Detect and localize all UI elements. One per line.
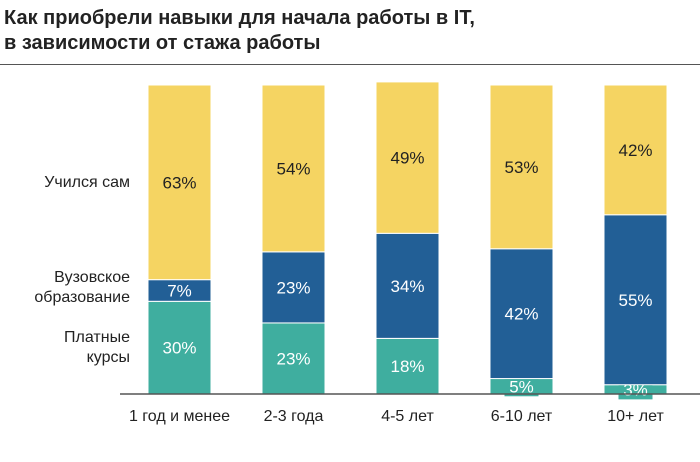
x-tick-label: 4-5 лет [381,408,434,425]
bar-segment [147,84,212,281]
data-label: 42% [618,141,652,160]
legend-paid-courses: Платные курсы [64,328,130,368]
bar-segment [489,84,554,250]
bar-segment [375,81,440,234]
data-label: 23% [276,278,310,297]
legend-label: образование [34,289,130,306]
title-line-1: Как приобрели навыки для начала работы в… [4,7,475,29]
data-label: 63% [162,173,196,192]
legend-label: Платные [64,329,130,346]
data-label: 18% [390,357,424,376]
x-tick-label: 10+ лет [607,408,664,425]
bar-segment [489,248,554,380]
data-label: 5% [509,377,534,396]
data-label: 49% [390,149,424,168]
legend-self-taught: Учился сам [44,173,130,193]
title-line-2: в зависимости от стажа работы [4,32,321,54]
data-label: 55% [618,291,652,310]
data-label: 54% [276,159,310,178]
bar-segment [261,251,326,324]
data-label: 7% [167,281,192,300]
x-tick-label: 2-3 года [263,408,324,425]
data-label: 30% [162,339,196,358]
bar-segment [603,84,668,216]
data-label: 23% [276,349,310,368]
data-label: 53% [504,158,538,177]
data-label-box [504,376,539,397]
bar-segment [147,300,212,395]
bar-segment [261,322,326,395]
data-label: 34% [390,277,424,296]
legend-label: курсы [86,349,130,366]
bar-segment [603,214,668,386]
legend-university: Вузовское образование [34,268,130,308]
chart-title: Как приобрели навыки для начала работы в… [4,6,475,56]
title-divider [0,64,700,65]
x-tick-label: 1 год и менее [128,408,231,425]
x-tick-label: 6-10 лет [490,408,553,425]
bar-segment [261,84,326,253]
legend-label: Вузовское [54,269,130,286]
legend-label: Учился сам [44,174,130,191]
data-label: 42% [504,305,538,324]
